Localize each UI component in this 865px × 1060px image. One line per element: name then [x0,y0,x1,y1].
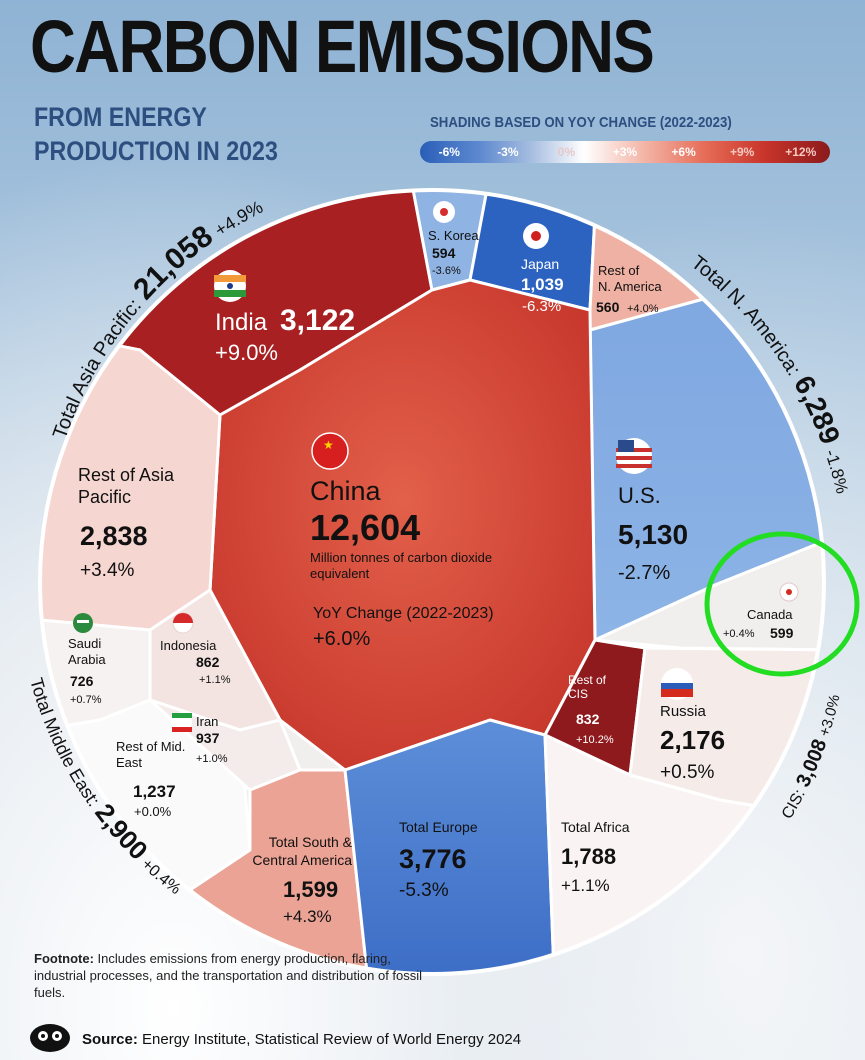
cell-label-china-change: +6.0% [313,628,370,650]
cell-label-s-korea-name: S. Korea [428,228,479,243]
cell-label-s-korea-change: -3.6% [432,265,461,277]
cell-label-rest-na-name: Rest of N. America [598,263,662,294]
legend-tick: +9% [730,145,755,159]
legend-tick: +3% [612,145,638,159]
cell-label-russia-change: +0.5% [660,762,715,783]
footnote: Footnote: Includes emissions from energy… [34,950,434,1001]
cell-label-africa-change: +1.1% [561,876,610,895]
cell-label-saudi-value: 726 [70,673,94,689]
cell-label-japan-value: 1,039 [521,275,564,294]
legend-title: SHADING BASED ON YOY CHANGE (2022-2023) [430,114,732,131]
cell-label-us-change: -2.7% [618,562,670,584]
cell-label-russia-name: Russia [660,703,707,720]
cell-label-japan-name: Japan [521,256,559,272]
cell-label-saudi-name: Saudi Arabia [68,636,106,667]
region-change: -1.8% [821,447,852,495]
region-value: 3,008 [792,736,831,790]
cell-label-india-value: 3,122 [280,304,355,337]
legend-tick: +12% [785,145,817,159]
cell-label-s-korea-value: 594 [432,245,456,261]
cell-label-indonesia-value: 862 [196,654,220,670]
cell-label-rest-na-name-line: N. America [598,279,662,294]
russia-flag-icon [661,668,693,700]
cell-label-russia-value: 2,176 [660,725,725,755]
cell-label-india-change: +9.0% [215,340,278,365]
footnote-label: Footnote: [34,951,94,966]
color-legend: -6% -3% 0% +3% +6% +9% +12% [420,141,830,163]
iran-flag-icon [172,712,192,732]
cell-label-sca-change: +4.3% [283,907,332,926]
china-flag-icon: ★ [311,432,349,470]
canada-flag-icon [779,582,799,602]
cell-label-rest-cis-name: Rest of CIS [568,673,607,701]
page-subtitle: FROM ENERGY PRODUCTION IN 2023 [34,102,278,166]
cell-label-us-value: 5,130 [618,519,688,550]
cell-label-rest-cis-change: +10.2% [576,734,614,746]
disk-outline [38,188,826,976]
cell-label-rest-na-change: +4.0% [627,303,659,315]
saudi-arabia-flag-icon [73,613,93,633]
cell-label-rest-me-value: 1,237 [133,782,176,801]
cell-label-china-value: 12,604 [310,507,420,548]
source-line: Source: Energy Institute, Statistical Re… [82,1031,521,1048]
svg-text:★: ★ [323,438,334,452]
cell-label-iran-name: Iran [196,714,218,729]
cell-label-rest-cis-name-wrap: Rest of CIS [568,673,607,701]
cell-label-rest-ap-name-wrap: Rest of Asia Pacific [78,465,175,507]
indonesia-flag-icon [172,612,194,634]
cell-label-indonesia-name: Indonesia [160,638,217,653]
cell-rest-of-n-america [588,190,824,332]
cell-label-canada-name: Canada [747,607,793,622]
us-flag-icon [616,438,652,474]
cell-label-europe-value: 3,776 [399,844,467,874]
cell-label-sca-name-wrap: Total South & Central America [252,834,352,868]
south-korea-flag-icon [433,201,455,223]
source-text: Energy Institute, Statistical Review of … [142,1031,522,1048]
cell-label-us-name: U.S. [618,483,661,508]
legend-tick: 0% [557,145,576,159]
cell-label-europe-change: -5.3% [399,880,449,901]
cell-label-iran-change: +1.0% [196,753,228,765]
cell-label-iran-value: 937 [196,730,220,746]
source-label: Source: [82,1031,138,1048]
highlight-circle [704,531,860,677]
cell-label-africa-name: Total Africa [561,819,630,835]
cell-label-rest-ap-value: 2,838 [80,521,148,551]
cell-label-canada-change: +0.4% [723,628,755,640]
cell-label-japan-change: -6.3% [522,298,561,315]
page-title: CARBON EMISSIONS [30,5,655,88]
cell-label-rest-me-name-wrap: Rest of Mid. East [116,739,186,770]
cell-label-china-note: Million tonnes of carbon dioxide equival… [310,550,493,581]
region-name: CIS: [779,787,809,822]
cell-label-rest-me-name: Rest of Mid. East [116,739,186,770]
cell-label-rest-ap-name: Rest of Asia Pacific [78,465,175,507]
cell-label-china-note-wrap: Million tonnes of carbon dioxide equival… [310,550,493,581]
cell-label-rest-na-name-line: Rest of [598,263,640,278]
legend-tick: -6% [438,145,460,159]
publisher-logo-icon [30,1024,70,1052]
cell-label-sca-value: 1,599 [283,877,338,902]
cell-label-saudi-change: +0.7% [70,694,102,706]
cell-label-saudi-name-wrap: Saudi Arabia [68,636,106,667]
japan-flag-icon [523,223,549,249]
cell-label-africa-value: 1,788 [561,844,616,869]
cell-label-sca-name: Total South & Central America [252,834,352,868]
cell-label-canada-value: 599 [770,625,794,641]
cell-label-rest-ap-change: +3.4% [80,560,135,581]
cell-label-rest-me-change: +0.0% [134,804,172,819]
cell-label-china-name: China [310,476,382,506]
cell-label-china-yoy-label: YoY Change (2022-2023) [313,605,494,622]
legend-tick: -3% [497,145,519,159]
cell-label-indonesia-change: +1.1% [199,674,231,686]
legend-tick: +6% [671,145,696,159]
region-change: +3.0% [816,693,844,739]
india-flag-icon [214,270,246,302]
cell-label-india-name: India [215,309,268,336]
cell-label-rest-na-value: 560 [596,299,620,315]
footnote-text: Includes emissions from energy productio… [34,951,423,1000]
cell-label-rest-cis-value: 832 [576,711,600,727]
cell-label-europe-name: Total Europe [399,819,478,835]
